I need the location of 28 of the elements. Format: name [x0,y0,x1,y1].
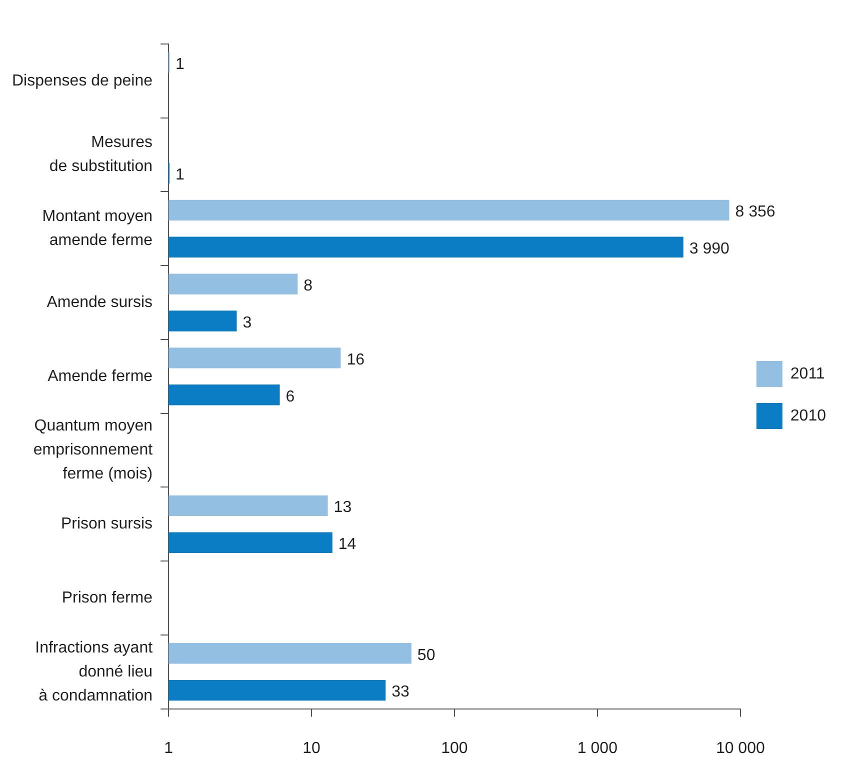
y-tick-label: Amende sursis [46,294,153,311]
legend-label: 2011 [790,365,825,382]
data-label: 8 [304,277,313,294]
data-label: 50 [417,646,436,664]
data-label: 3 990 [689,240,730,258]
y-tick-label: Dispenses de peine [12,72,153,90]
data-label: 8 356 [735,204,776,221]
data-label: 1 [176,56,185,73]
data-label: 6 [286,388,295,406]
y-tick-label: Prison sursis [60,516,153,533]
x-tick-label: 1 [164,740,174,757]
x-tick-label: 1 000 [577,740,618,757]
data-label: 16 [346,351,365,368]
y-tick-label: Montant moyen amende ferme [42,208,153,250]
y-tick-label: Mesures de substitution [49,134,153,176]
y-tick-label: Quantum moyen emprisonnement ferme (mois) [33,418,154,483]
y-tick-label: Amende ferme [48,368,153,385]
y-tick-label: Infractions ayant donné lieu à condamnation [35,639,154,704]
data-label: 3 [242,314,252,332]
data-label: 1 [176,166,185,184]
legend-label: 2010 [790,407,826,424]
data-label: 14 [338,536,356,554]
x-tick-label: 10 [302,740,321,757]
x-tick-label: 10 000 [716,740,765,757]
data-label: 13 [334,499,352,516]
data-label: 33 [392,684,410,701]
x-tick-label: 100 [441,740,468,757]
y-tick-label: Prison ferme [62,589,153,606]
